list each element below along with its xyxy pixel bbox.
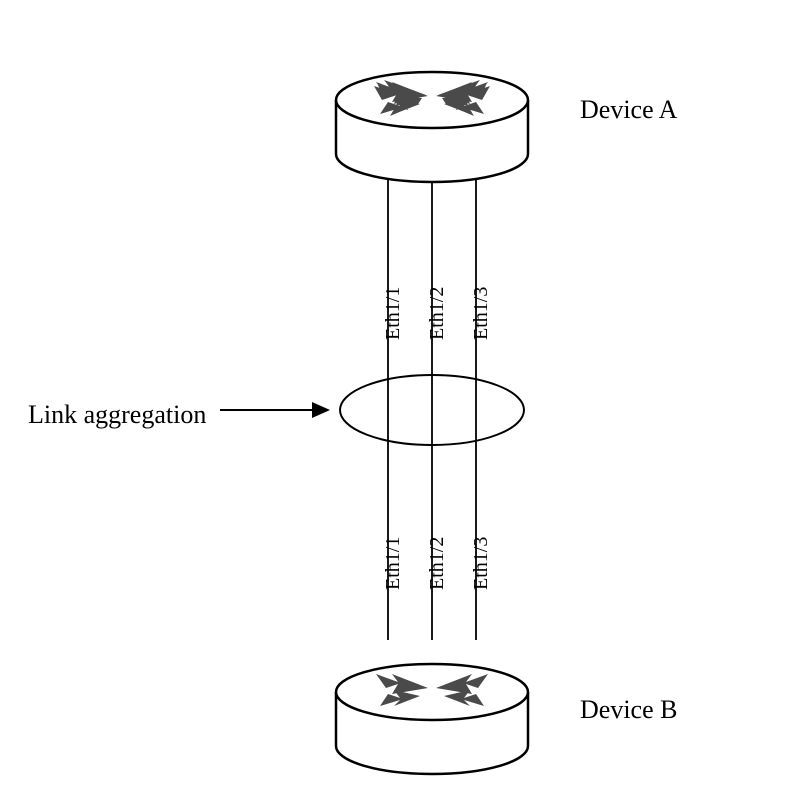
link-1-top-label: Eth1/1 bbox=[382, 287, 405, 340]
link-aggregation-label: Link aggregation bbox=[28, 400, 206, 430]
device-b-label: Device B bbox=[580, 695, 677, 725]
link-3-top-label: Eth1/3 bbox=[470, 287, 493, 340]
link-3-bottom-label: Eth1/3 bbox=[470, 537, 493, 590]
diagram-svg bbox=[0, 0, 800, 786]
device-a-label: Device A bbox=[580, 95, 677, 125]
link-2-bottom-label: Eth1/2 bbox=[426, 537, 449, 590]
device-b-body bbox=[336, 664, 528, 774]
link-1-bottom-label: Eth1/1 bbox=[382, 537, 405, 590]
aggregation-arrow-head bbox=[312, 402, 330, 418]
network-diagram: Device A Device B Link aggregation Eth1/… bbox=[0, 0, 800, 786]
link-2-top-label: Eth1/2 bbox=[426, 287, 449, 340]
